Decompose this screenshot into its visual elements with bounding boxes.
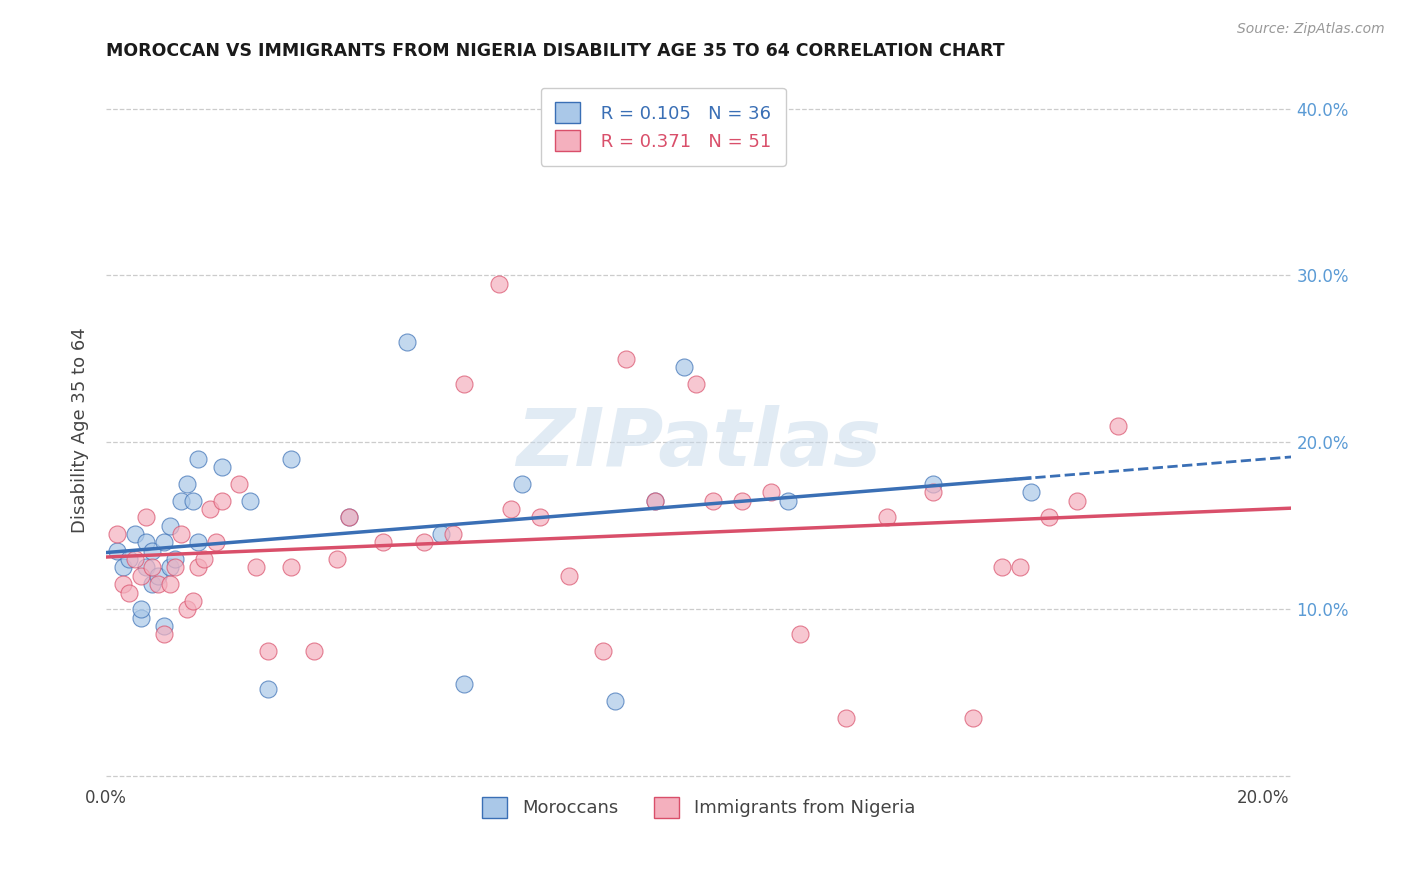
- Point: [326, 552, 349, 566]
- Point: [876, 510, 898, 524]
- Point: [991, 560, 1014, 574]
- Point: [499, 502, 522, 516]
- Point: [337, 510, 360, 524]
- Point: [146, 569, 169, 583]
- Point: [488, 277, 510, 291]
- Point: [592, 644, 614, 658]
- Point: [510, 477, 533, 491]
- Point: [170, 493, 193, 508]
- Point: [165, 552, 187, 566]
- Point: [685, 376, 707, 391]
- Point: [118, 552, 141, 566]
- Point: [245, 560, 267, 574]
- Point: [176, 602, 198, 616]
- Point: [198, 502, 221, 516]
- Point: [124, 527, 146, 541]
- Point: [129, 602, 152, 616]
- Point: [603, 694, 626, 708]
- Point: [135, 510, 157, 524]
- Point: [135, 535, 157, 549]
- Point: [187, 452, 209, 467]
- Text: ZIPatlas: ZIPatlas: [516, 405, 882, 483]
- Point: [141, 543, 163, 558]
- Point: [731, 493, 754, 508]
- Point: [152, 627, 174, 641]
- Point: [112, 560, 135, 574]
- Point: [239, 493, 262, 508]
- Point: [159, 560, 181, 574]
- Point: [107, 527, 129, 541]
- Text: Source: ZipAtlas.com: Source: ZipAtlas.com: [1237, 22, 1385, 37]
- Point: [702, 493, 724, 508]
- Y-axis label: Disability Age 35 to 64: Disability Age 35 to 64: [72, 327, 89, 533]
- Point: [759, 485, 782, 500]
- Point: [187, 560, 209, 574]
- Point: [302, 644, 325, 658]
- Point: [673, 360, 696, 375]
- Point: [129, 569, 152, 583]
- Point: [211, 493, 233, 508]
- Point: [118, 585, 141, 599]
- Point: [453, 376, 475, 391]
- Point: [430, 527, 453, 541]
- Point: [529, 510, 551, 524]
- Point: [141, 560, 163, 574]
- Point: [159, 518, 181, 533]
- Point: [211, 460, 233, 475]
- Point: [181, 594, 204, 608]
- Point: [644, 493, 666, 508]
- Point: [135, 560, 157, 574]
- Point: [228, 477, 250, 491]
- Point: [187, 535, 209, 549]
- Point: [1038, 510, 1060, 524]
- Point: [170, 527, 193, 541]
- Point: [256, 682, 278, 697]
- Legend: Moroccans, Immigrants from Nigeria: Moroccans, Immigrants from Nigeria: [475, 789, 922, 825]
- Point: [124, 552, 146, 566]
- Point: [146, 577, 169, 591]
- Point: [256, 644, 278, 658]
- Point: [165, 560, 187, 574]
- Point: [922, 477, 945, 491]
- Point: [280, 560, 302, 574]
- Point: [1066, 493, 1088, 508]
- Point: [152, 619, 174, 633]
- Point: [616, 351, 638, 366]
- Text: MOROCCAN VS IMMIGRANTS FROM NIGERIA DISABILITY AGE 35 TO 64 CORRELATION CHART: MOROCCAN VS IMMIGRANTS FROM NIGERIA DISA…: [105, 42, 1004, 60]
- Point: [181, 493, 204, 508]
- Point: [280, 452, 302, 467]
- Point: [1008, 560, 1031, 574]
- Point: [1107, 418, 1129, 433]
- Point: [193, 552, 215, 566]
- Point: [129, 610, 152, 624]
- Point: [373, 535, 395, 549]
- Point: [1019, 485, 1042, 500]
- Point: [778, 493, 800, 508]
- Point: [176, 477, 198, 491]
- Point: [204, 535, 226, 549]
- Point: [441, 527, 464, 541]
- Point: [789, 627, 811, 641]
- Point: [159, 577, 181, 591]
- Point: [922, 485, 945, 500]
- Point: [413, 535, 436, 549]
- Point: [453, 677, 475, 691]
- Point: [107, 543, 129, 558]
- Point: [835, 711, 858, 725]
- Point: [557, 569, 579, 583]
- Point: [112, 577, 135, 591]
- Point: [337, 510, 360, 524]
- Point: [152, 535, 174, 549]
- Point: [962, 711, 984, 725]
- Point: [395, 335, 418, 350]
- Point: [141, 577, 163, 591]
- Point: [644, 493, 666, 508]
